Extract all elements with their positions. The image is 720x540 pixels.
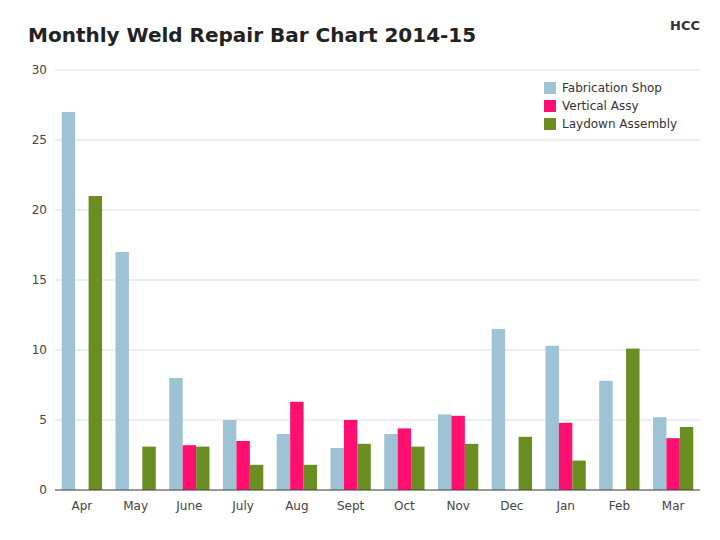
y-tick-label: 0	[39, 483, 47, 497]
bar	[277, 434, 290, 490]
bar	[357, 444, 370, 490]
bar	[236, 441, 249, 490]
x-tick-label: Feb	[609, 499, 630, 513]
grid-line	[55, 210, 700, 211]
x-tick-label: Jan	[555, 499, 575, 513]
x-tick-label: Dec	[500, 499, 523, 513]
bar	[344, 420, 357, 490]
x-tick-label: Oct	[394, 499, 415, 513]
bar	[599, 381, 612, 490]
legend-swatch	[544, 82, 556, 94]
x-tick-label: Aug	[285, 499, 308, 513]
bar	[653, 417, 666, 490]
grid-line	[55, 140, 700, 141]
legend-swatch	[544, 100, 556, 112]
bar	[304, 465, 317, 490]
bar	[465, 444, 478, 490]
legend-swatch	[544, 118, 556, 130]
grid	[55, 70, 700, 490]
y-tick-label: 20	[32, 203, 47, 217]
title: Monthly Weld Repair Bar Chart 2014-15	[28, 23, 476, 47]
legend-label: Laydown Assembly	[562, 117, 677, 131]
grid-line	[55, 70, 700, 71]
x-tick-label: Apr	[71, 499, 92, 513]
grid-line	[55, 490, 700, 491]
grid-line	[55, 350, 700, 351]
bar	[626, 349, 639, 490]
y-tick-label: 5	[39, 413, 47, 427]
annotation: HCC	[670, 18, 700, 33]
bar	[183, 445, 196, 490]
bar	[142, 447, 155, 490]
bar	[89, 196, 102, 490]
bar	[384, 434, 397, 490]
grid-line	[55, 280, 700, 281]
x-tick-label: May	[123, 499, 148, 513]
bar	[545, 346, 558, 490]
bars	[62, 112, 694, 490]
bar	[438, 414, 451, 490]
bar	[492, 329, 505, 490]
x-axis-line	[55, 490, 700, 491]
bar	[62, 112, 75, 490]
bar	[680, 427, 693, 490]
bar	[290, 402, 303, 490]
x-tick-label: June	[175, 499, 202, 513]
legend-label: Vertical Assy	[562, 99, 639, 113]
bar	[196, 447, 209, 490]
chart-svg: Monthly Weld Repair Bar Chart 2014-15 HCC…	[0, 0, 720, 540]
legend: Fabrication Shop Vertical Assy Laydown Ass…	[544, 81, 677, 131]
bar	[411, 447, 424, 490]
bar	[572, 461, 585, 490]
bar	[169, 378, 182, 490]
x-tick-label: Nov	[446, 499, 469, 513]
bar	[519, 437, 532, 490]
x-tick-label: Sept	[337, 499, 365, 513]
bar	[451, 416, 464, 490]
chart-container: Monthly Weld Repair Bar Chart 2014-15 HCC…	[0, 0, 720, 540]
y-tick-label: 10	[32, 343, 47, 357]
x-tick-label: Mar	[662, 499, 685, 513]
bar	[398, 428, 411, 490]
x-tick-label: July	[231, 499, 254, 513]
y-tick-label: 25	[32, 133, 47, 147]
y-tick-label: 15	[32, 273, 47, 287]
bar	[223, 420, 236, 490]
bar	[330, 448, 343, 490]
bar	[250, 465, 263, 490]
bar	[666, 438, 679, 490]
bar	[559, 423, 572, 490]
legend-label: Fabrication Shop	[562, 81, 662, 95]
y-tick-label: 30	[32, 63, 47, 77]
bar	[115, 252, 128, 490]
